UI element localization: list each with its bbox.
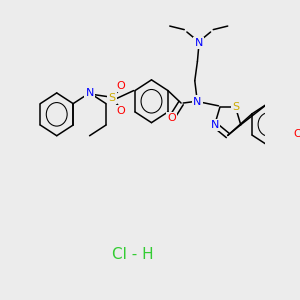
Text: O: O <box>117 81 126 91</box>
Text: N: N <box>85 88 94 98</box>
Text: N: N <box>194 38 203 48</box>
Text: N: N <box>211 120 219 130</box>
Text: O: O <box>167 113 176 124</box>
Text: O: O <box>294 129 300 139</box>
Text: S: S <box>108 93 116 103</box>
Text: S: S <box>232 102 239 112</box>
Text: N: N <box>193 97 202 106</box>
Text: O: O <box>117 106 126 116</box>
Text: Cl - H: Cl - H <box>112 247 154 262</box>
